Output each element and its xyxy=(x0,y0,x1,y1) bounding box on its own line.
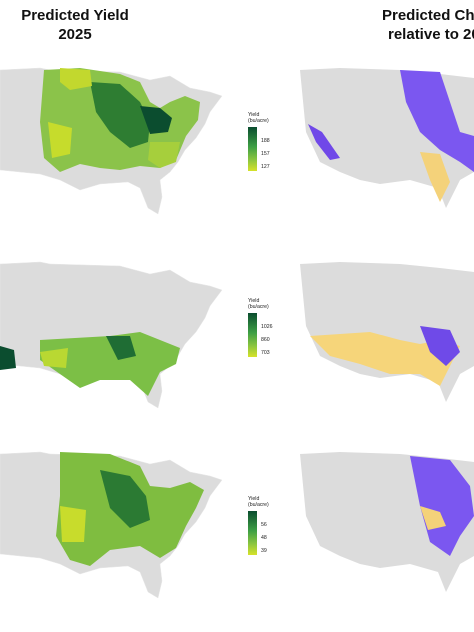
cotton-change-map xyxy=(300,262,474,402)
left-title-line1: Predicted Yield xyxy=(21,7,129,24)
cotton-yield-legend: Yield (bu/acre) 1026 860 703 xyxy=(248,298,308,357)
left-column-title: Predicted Yield 2025 xyxy=(0,6,150,44)
legend-tick: 703 xyxy=(261,350,270,356)
legend-tick: 56 xyxy=(261,522,267,528)
legend-unit: (bu/acre) xyxy=(248,304,269,310)
legend-unit: (bu/acre) xyxy=(248,118,269,124)
legend-title: Yield xyxy=(248,298,260,304)
corn-yield-map xyxy=(0,67,223,215)
legend-tick: 39 xyxy=(261,548,267,554)
soybean-yield-map xyxy=(0,451,223,599)
cotton-yield-map xyxy=(0,261,223,409)
corn-change-map xyxy=(300,68,474,208)
legend-tick: 127 xyxy=(261,164,270,170)
legend-tick: 188 xyxy=(261,138,270,144)
left-title-line2: 2025 xyxy=(58,26,92,43)
right-title-line1: Predicted Cha xyxy=(382,7,474,24)
legend-unit: (bu/acre) xyxy=(248,502,269,508)
right-column-title: Predicted Cha relative to 20 xyxy=(382,6,474,44)
legend-tick: 48 xyxy=(261,535,267,541)
legend-tick: 157 xyxy=(261,151,270,157)
legend-color-bar xyxy=(248,313,257,357)
legend-tick: 860 xyxy=(261,337,270,343)
legend-color-bar xyxy=(248,127,257,171)
right-title-line2: relative to 20 xyxy=(388,26,474,43)
legend-title: Yield xyxy=(248,496,260,502)
soybean-yield-legend: Yield (bu/acre) 56 48 39 xyxy=(248,496,308,555)
legend-title: Yield xyxy=(248,112,260,118)
legend-tick: 1026 xyxy=(261,324,273,330)
soybean-change-map xyxy=(300,452,474,592)
corn-yield-legend: Yield (bu/acre) 188 157 127 xyxy=(248,112,308,171)
legend-color-bar xyxy=(248,511,257,555)
